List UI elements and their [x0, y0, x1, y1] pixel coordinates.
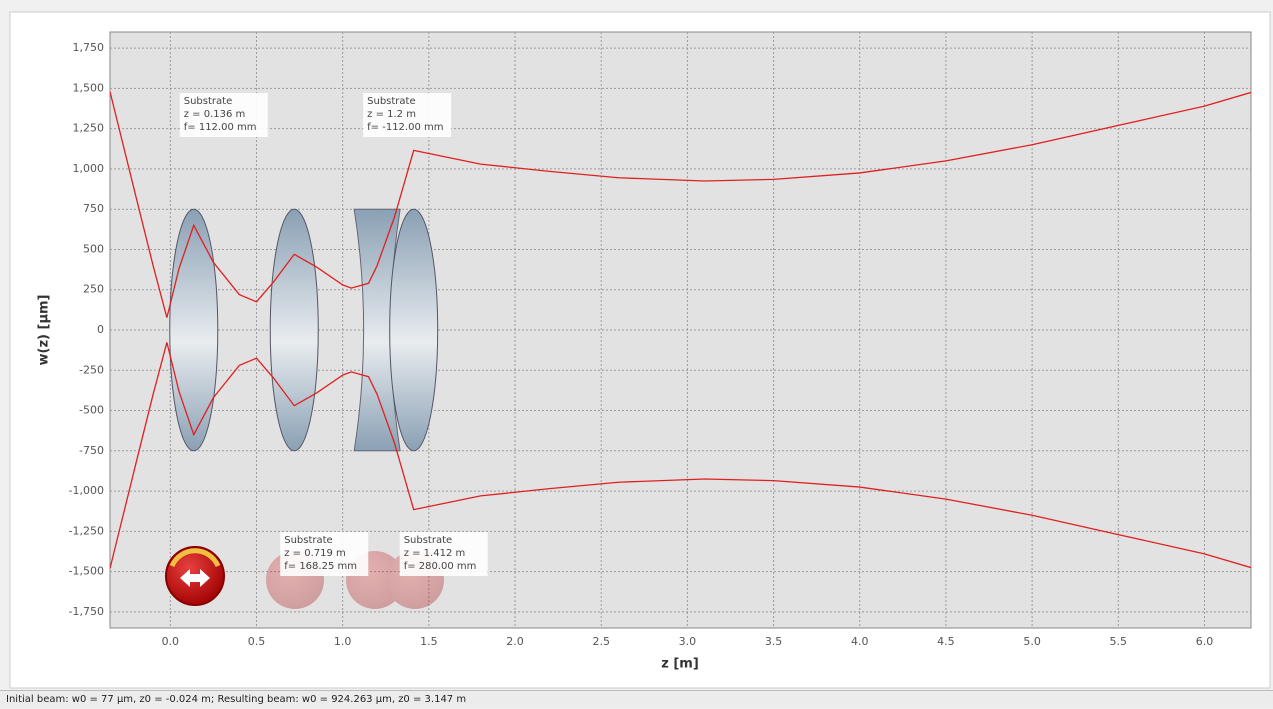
y-tick-label: 1,750 — [73, 41, 105, 54]
rotate-icon[interactable] — [166, 547, 224, 605]
x-tick-label: 3.5 — [765, 635, 783, 648]
x-tick-label: 5.0 — [1023, 635, 1041, 648]
x-tick-label: 5.5 — [1110, 635, 1128, 648]
x-tick-label: 3.0 — [679, 635, 697, 648]
y-tick-label: -250 — [79, 363, 104, 376]
y-tick-label: -1,500 — [69, 565, 104, 578]
y-tick-label: -500 — [79, 404, 104, 417]
y-tick-label: 1,500 — [73, 81, 105, 94]
page: z [m] w(z) [µm] -1,750 -1,500 -1,250 -1,000… — [0, 0, 1273, 708]
x-tick-label: 6.0 — [1196, 635, 1214, 648]
x-tick-label: 1.0 — [334, 635, 352, 648]
y-tick-label: -1,750 — [69, 605, 104, 618]
y-axis-label: w(z) [µm] — [37, 295, 52, 366]
lens — [390, 209, 438, 451]
annotation-text: f= -112.00 mm — [367, 122, 443, 133]
x-tick-label: 4.0 — [851, 635, 869, 648]
x-tick-label: 2.0 — [506, 635, 524, 648]
annotation-text: z = 0.719 m — [284, 548, 346, 559]
annotation-text: f= 168.25 mm — [284, 561, 357, 572]
annotation-text: Substrate — [184, 96, 232, 107]
x-tick-label: 0.0 — [162, 635, 180, 648]
x-tick-label: 4.5 — [937, 635, 955, 648]
x-axis-label: z [m] — [661, 657, 699, 672]
y-tick-label: 1,000 — [73, 162, 105, 175]
y-tick-label: 0 — [97, 323, 104, 336]
annotation-text: Substrate — [284, 535, 332, 546]
x-tick-label: 1.5 — [420, 635, 438, 648]
annotation-text: f= 280.00 mm — [404, 561, 477, 572]
annotation-text: f= 112.00 mm — [184, 122, 257, 133]
y-tick-label: 500 — [83, 242, 104, 255]
annotation-text: Substrate — [367, 96, 415, 107]
x-tick-label: 0.5 — [248, 635, 266, 648]
y-tick-label: -1,250 — [69, 524, 104, 537]
chart: z [m] w(z) [µm] -1,750 -1,500 -1,250 -1,000… — [0, 0, 1273, 690]
annotation-text: z = 1.412 m — [404, 548, 466, 559]
y-tick-label: -750 — [79, 444, 104, 457]
lens — [170, 209, 218, 451]
annotation-text: Substrate — [404, 535, 452, 546]
y-tick-label: -1,000 — [69, 484, 104, 497]
y-tick-label: 1,250 — [73, 122, 105, 135]
x-tick-label: 2.5 — [592, 635, 610, 648]
y-tick-label: 750 — [83, 202, 104, 215]
y-tick-label: 250 — [83, 283, 104, 296]
status-bar: Initial beam: w0 = 77 µm, z0 = -0.024 m;… — [0, 690, 1273, 708]
annotation-text: z = 0.136 m — [184, 109, 246, 120]
lens — [270, 209, 318, 451]
annotation-text: z = 1.2 m — [367, 109, 416, 120]
